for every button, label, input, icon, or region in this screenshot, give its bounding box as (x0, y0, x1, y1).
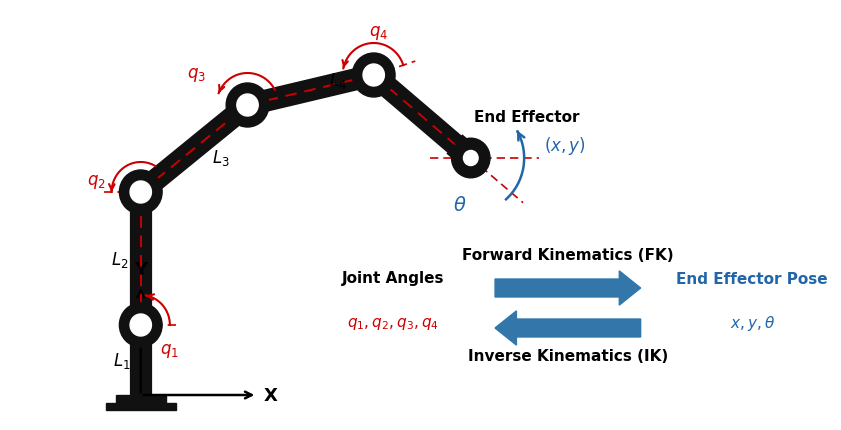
Circle shape (119, 171, 162, 215)
Circle shape (363, 65, 384, 87)
Text: Joint Angles: Joint Angles (342, 271, 444, 286)
Text: $L_3$: $L_3$ (213, 147, 230, 167)
Text: $q_3$: $q_3$ (188, 66, 206, 84)
Text: $(x, y)$: $(x, y)$ (543, 135, 585, 157)
Bar (115, 395, 166, 403)
Text: Forward Kinematics (FK): Forward Kinematics (FK) (462, 247, 674, 262)
Text: X: X (264, 386, 278, 404)
Circle shape (237, 95, 258, 117)
Text: $L_2$: $L_2$ (111, 249, 128, 269)
Text: $x, y, \theta$: $x, y, \theta$ (730, 314, 775, 333)
Text: $q_1$: $q_1$ (160, 341, 179, 359)
Text: $L_1$: $L_1$ (113, 350, 130, 370)
Bar (130, 321, 152, 329)
Text: Inverse Kinematics (IK): Inverse Kinematics (IK) (468, 348, 668, 363)
Text: $\theta$: $\theta$ (453, 196, 467, 215)
Text: $L_4$: $L_4$ (329, 71, 346, 91)
Text: $q_2$: $q_2$ (87, 172, 106, 190)
FancyArrow shape (495, 311, 641, 345)
Text: Y: Y (135, 261, 147, 278)
Text: $q_4$: $q_4$ (369, 24, 388, 42)
Text: End Effector Pose: End Effector Pose (676, 271, 828, 286)
Circle shape (463, 151, 478, 166)
Text: End Effector: End Effector (474, 109, 579, 124)
Circle shape (352, 54, 395, 98)
Circle shape (130, 314, 151, 336)
Circle shape (119, 303, 162, 347)
FancyArrow shape (495, 271, 641, 305)
Circle shape (452, 139, 490, 178)
Text: $q_1, q_2, q_3, q_4$: $q_1, q_2, q_3, q_4$ (347, 315, 439, 331)
Circle shape (130, 181, 151, 203)
Bar (106, 403, 176, 410)
Circle shape (226, 84, 269, 128)
